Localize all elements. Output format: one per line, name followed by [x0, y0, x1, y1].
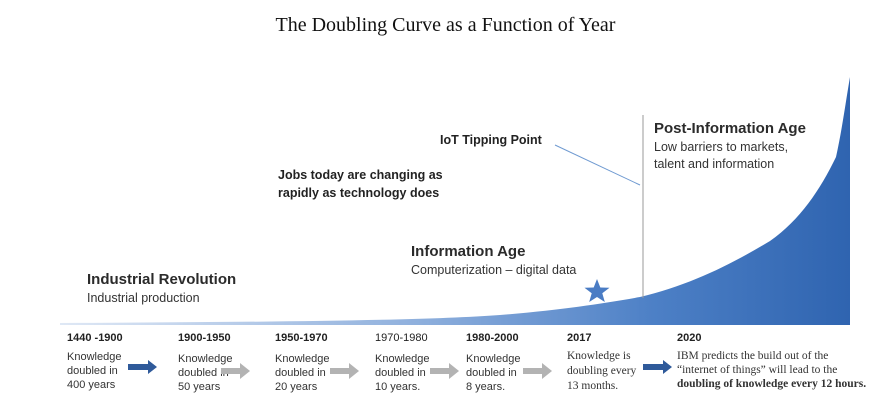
post-information-age-subtitle-line1: Low barriers to markets, — [654, 140, 789, 154]
star-icon — [584, 279, 610, 302]
right-arrow-icon — [330, 363, 359, 379]
period-desc-1900-1950: Knowledge doubled in 50 years — [178, 353, 233, 393]
right-arrow-icon — [643, 360, 672, 374]
curve-area — [60, 77, 850, 325]
period-desc-1970-1980: Knowledge doubled in 10 years. — [375, 353, 430, 393]
industrial-revolution-subtitle: Industrial production — [87, 291, 200, 305]
iot-tipping-point-label: IoT Tipping Point — [440, 133, 542, 147]
jobs-note-line1: Jobs today are changing as — [278, 168, 443, 182]
jobs-note-line2: rapidly as technology does — [278, 186, 440, 200]
period-label-1950-1970: 1950-1970 — [275, 332, 328, 344]
information-age-heading: Information Age — [411, 243, 526, 260]
period-label-2017: 2017 — [567, 332, 592, 344]
right-arrow-icon — [523, 363, 552, 379]
period-desc-1440-1900: Knowledge doubled in 400 years — [67, 351, 122, 391]
industrial-revolution-heading: Industrial Revolution — [87, 271, 237, 288]
post-information-age-subtitle-line2: talent and information — [654, 157, 775, 171]
information-age-subtitle: Computerization – digital data — [411, 263, 577, 277]
period-label-1440-1900: 1440 -1900 — [67, 332, 123, 344]
period-desc-1950-1970: Knowledge doubled in 20 years — [275, 353, 330, 393]
period-desc-1980-2000: Knowledge doubled in 8 years. — [466, 353, 521, 393]
period-desc-2017: Knowledge is doubling every 13 months. — [567, 350, 637, 392]
iot-pointer-line — [554, 144, 641, 186]
right-arrow-icon — [430, 363, 459, 379]
period-desc-2020: IBM predicts the build out of the “intern… — [677, 350, 867, 390]
post-information-age-heading: Post-Information Age — [654, 120, 806, 137]
period-label-1900-1950: 1900-1950 — [178, 332, 231, 344]
diagram-title: The Doubling Curve as a Function of Year — [275, 14, 616, 36]
period-label-1970-1980: 1970-1980 — [375, 332, 428, 344]
period-label-1980-2000: 1980-2000 — [466, 332, 519, 344]
right-arrow-icon — [221, 363, 250, 379]
period-label-2020: 2020 — [677, 332, 702, 344]
right-arrow-icon — [128, 360, 157, 374]
